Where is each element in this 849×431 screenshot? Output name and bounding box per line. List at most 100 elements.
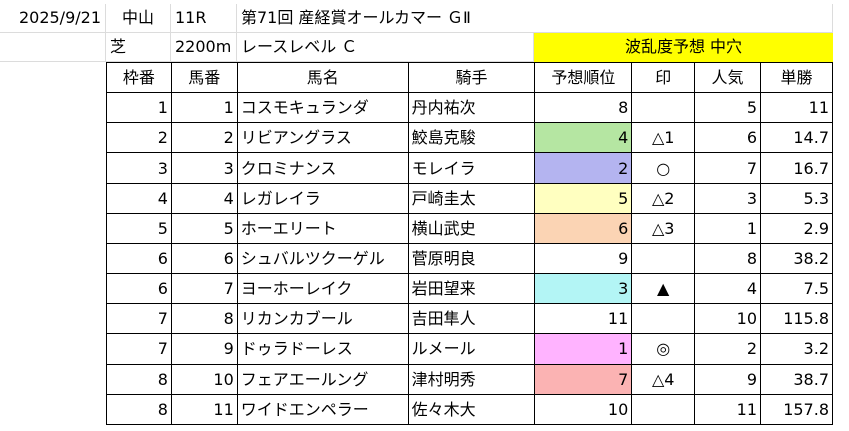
- horse-name-cell[interactable]: シュバルツクーゲル: [236, 242, 409, 275]
- column-header[interactable]: 枠番: [106, 61, 172, 94]
- popularity-cell[interactable]: 11: [694, 393, 761, 426]
- popularity-cell[interactable]: 4: [694, 273, 761, 305]
- popularity-cell[interactable]: 9: [694, 363, 761, 395]
- popularity-cell[interactable]: 3: [694, 182, 761, 214]
- popularity-cell[interactable]: 5: [694, 92, 761, 124]
- jockey-cell[interactable]: 岩田望来: [407, 273, 536, 305]
- column-header[interactable]: 単勝: [760, 61, 833, 94]
- column-header[interactable]: 馬名: [236, 61, 409, 94]
- waku-cell[interactable]: 2: [106, 122, 172, 154]
- popularity-cell[interactable]: 2: [694, 333, 761, 365]
- win-odds-cell[interactable]: 115.8: [760, 303, 833, 335]
- waku-cell[interactable]: 8: [106, 393, 172, 426]
- popularity-cell[interactable]: 8: [694, 242, 761, 275]
- win-odds-cell[interactable]: 2.9: [760, 212, 833, 244]
- waku-cell[interactable]: 5: [106, 212, 172, 244]
- horse-name-cell[interactable]: フェアエールング: [236, 363, 409, 395]
- umaban-cell[interactable]: 11: [170, 393, 238, 426]
- win-odds-cell[interactable]: 16.7: [760, 152, 833, 184]
- umaban-cell[interactable]: 9: [170, 333, 238, 365]
- win-odds-cell[interactable]: 3.2: [760, 333, 833, 365]
- horse-name-cell[interactable]: レガレイラ: [236, 182, 409, 214]
- win-odds-cell[interactable]: 38.7: [760, 363, 833, 395]
- win-odds-cell[interactable]: 157.8: [760, 393, 833, 426]
- empty-cell[interactable]: [0, 33, 106, 62]
- predicted-rank-cell[interactable]: 8: [534, 92, 633, 124]
- predicted-rank-cell[interactable]: 10: [534, 393, 633, 426]
- column-header[interactable]: 予想順位: [534, 61, 633, 94]
- horse-name-cell[interactable]: ヨーホーレイク: [236, 273, 409, 305]
- umaban-cell[interactable]: 5: [170, 212, 238, 244]
- horse-name-cell[interactable]: リカンカブール: [236, 303, 409, 335]
- predicted-rank-cell[interactable]: 2: [534, 152, 633, 184]
- waku-cell[interactable]: 6: [106, 242, 172, 275]
- waku-cell[interactable]: 1: [106, 92, 172, 124]
- jockey-cell[interactable]: 鮫島克駿: [407, 122, 536, 154]
- jockey-cell[interactable]: 津村明秀: [407, 363, 536, 395]
- predicted-rank-cell[interactable]: 1: [534, 333, 633, 365]
- umaban-cell[interactable]: 2: [170, 122, 238, 154]
- mark-cell[interactable]: ◎: [631, 333, 696, 365]
- waku-cell[interactable]: 3: [106, 152, 172, 184]
- win-odds-cell[interactable]: 14.7: [760, 122, 833, 154]
- jockey-cell[interactable]: 横山武史: [407, 212, 536, 244]
- race-number-cell[interactable]: 11R: [171, 4, 237, 33]
- mark-cell[interactable]: [631, 393, 696, 426]
- mark-cell[interactable]: ▲: [631, 273, 696, 305]
- predicted-rank-cell[interactable]: 11: [534, 303, 633, 335]
- horse-name-cell[interactable]: クロミナンス: [236, 152, 409, 184]
- race-name-cell[interactable]: 第71回 産経賞オールカマー ＧⅡ: [237, 4, 833, 33]
- umaban-cell[interactable]: 7: [170, 273, 238, 305]
- waku-cell[interactable]: 6: [106, 273, 172, 305]
- popularity-cell[interactable]: 6: [694, 122, 761, 154]
- win-odds-cell[interactable]: 7.5: [760, 273, 833, 305]
- umaban-cell[interactable]: 1: [170, 92, 238, 124]
- mark-cell[interactable]: △2: [631, 182, 696, 214]
- column-header[interactable]: 印: [631, 61, 696, 94]
- jockey-cell[interactable]: 菅原明良: [407, 242, 536, 275]
- horse-name-cell[interactable]: コスモキュランダ: [236, 92, 409, 124]
- distance-cell[interactable]: 2200m: [171, 33, 237, 62]
- popularity-cell[interactable]: 7: [694, 152, 761, 184]
- umaban-cell[interactable]: 6: [170, 242, 238, 275]
- date-cell[interactable]: 2025/9/21: [0, 4, 106, 33]
- predicted-rank-cell[interactable]: 4: [534, 122, 633, 154]
- jockey-cell[interactable]: 戸崎圭太: [407, 182, 536, 214]
- waku-cell[interactable]: 4: [106, 182, 172, 214]
- predicted-rank-cell[interactable]: 6: [534, 212, 633, 244]
- horse-name-cell[interactable]: ドゥラドーレス: [236, 333, 409, 365]
- mark-cell[interactable]: [631, 242, 696, 275]
- popularity-cell[interactable]: 10: [694, 303, 761, 335]
- horse-name-cell[interactable]: ホーエリート: [236, 212, 409, 244]
- predicted-rank-cell[interactable]: 5: [534, 182, 633, 214]
- predicted-rank-cell[interactable]: 9: [534, 242, 633, 275]
- mark-cell[interactable]: [631, 303, 696, 335]
- horse-name-cell[interactable]: リビアングラス: [236, 122, 409, 154]
- mark-cell[interactable]: [631, 92, 696, 124]
- waku-cell[interactable]: 8: [106, 363, 172, 395]
- umaban-cell[interactable]: 10: [170, 363, 238, 395]
- jockey-cell[interactable]: 吉田隼人: [407, 303, 536, 335]
- predicted-rank-cell[interactable]: 3: [534, 273, 633, 305]
- popularity-cell[interactable]: 1: [694, 212, 761, 244]
- mark-cell[interactable]: △1: [631, 122, 696, 154]
- column-header[interactable]: 馬番: [170, 61, 238, 94]
- win-odds-cell[interactable]: 11: [760, 92, 833, 124]
- win-odds-cell[interactable]: 38.2: [760, 242, 833, 275]
- race-level-cell[interactable]: レースレベル Ｃ: [237, 33, 534, 62]
- jockey-cell[interactable]: 丹内祐次: [407, 92, 536, 124]
- jockey-cell[interactable]: 佐々木大: [407, 393, 536, 426]
- predicted-rank-cell[interactable]: 7: [534, 363, 633, 395]
- mark-cell[interactable]: △4: [631, 363, 696, 395]
- column-header[interactable]: 人気: [694, 61, 761, 94]
- surface-cell[interactable]: 芝: [106, 33, 171, 62]
- waku-cell[interactable]: 7: [106, 303, 172, 335]
- column-header[interactable]: 騎手: [407, 61, 536, 94]
- umaban-cell[interactable]: 8: [170, 303, 238, 335]
- horse-name-cell[interactable]: ワイドエンペラー: [236, 393, 409, 426]
- umaban-cell[interactable]: 4: [170, 182, 238, 214]
- mark-cell[interactable]: △3: [631, 212, 696, 244]
- mark-cell[interactable]: ○: [631, 152, 696, 184]
- upset-forecast-cell[interactable]: 波乱度予想 中穴: [534, 33, 833, 62]
- waku-cell[interactable]: 7: [106, 333, 172, 365]
